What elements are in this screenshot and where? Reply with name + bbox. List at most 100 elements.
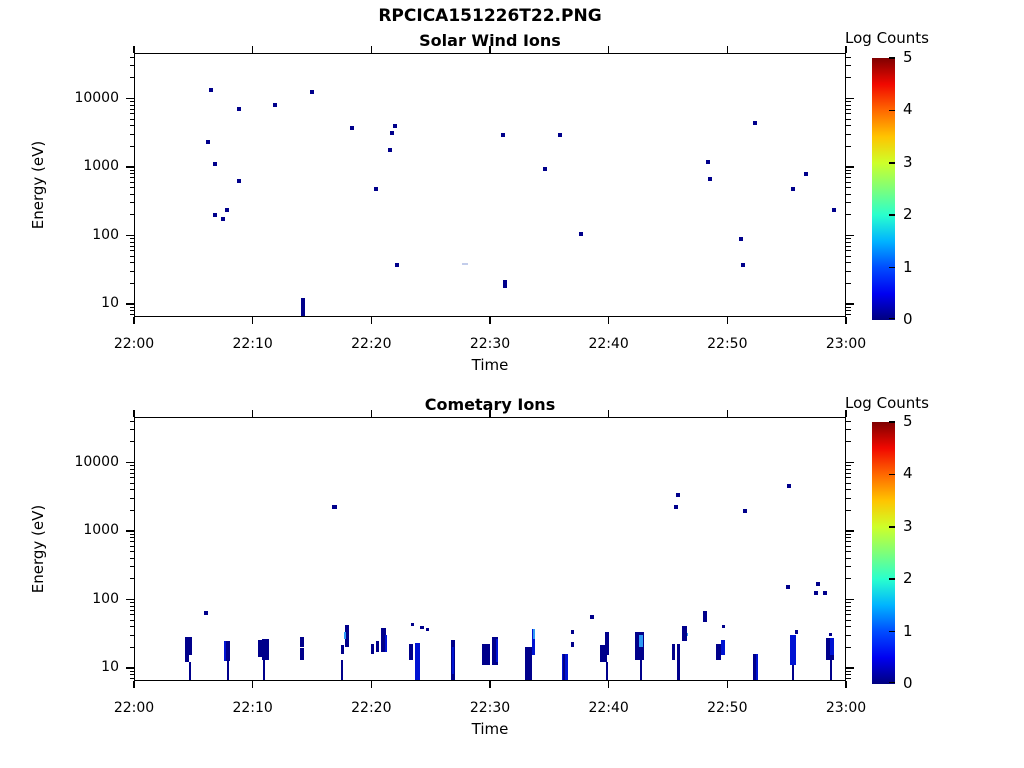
y-minor-tick <box>846 310 851 312</box>
y-minor-tick <box>846 65 851 67</box>
y-minor-tick <box>129 177 134 179</box>
y-minor-tick <box>129 241 134 243</box>
data-bar <box>481 644 490 665</box>
y-tick <box>126 598 134 601</box>
y-minor-tick <box>129 477 134 479</box>
y-tick <box>846 97 854 100</box>
data-point <box>220 217 225 222</box>
y-tick <box>846 598 854 601</box>
y-minor-tick <box>846 482 851 484</box>
data-point <box>673 505 678 510</box>
colorbar-tick <box>889 266 895 269</box>
y-tick <box>126 234 134 237</box>
y-minor-tick <box>129 674 134 676</box>
data-point <box>741 263 746 268</box>
data-bar <box>409 644 414 660</box>
y-minor-tick <box>846 566 851 568</box>
x-tick <box>370 681 373 688</box>
y-minor-tick <box>846 557 851 559</box>
y-minor-tick <box>129 187 134 189</box>
y-minor-tick <box>846 634 851 636</box>
data-point <box>425 627 429 631</box>
y-minor-tick <box>129 678 134 680</box>
data-point <box>676 493 681 498</box>
data-bar <box>716 644 722 660</box>
y-minor-tick <box>129 133 134 135</box>
data-point <box>310 90 315 95</box>
data-point <box>390 130 395 135</box>
data-bar <box>531 629 535 656</box>
y-minor-tick <box>846 619 851 621</box>
data-bar <box>671 644 675 660</box>
x-axis-label-top: Time <box>471 356 509 374</box>
cometary-plot-area <box>134 417 846 681</box>
y-minor-tick <box>129 310 134 312</box>
y-axis-label-top: Energy (eV) <box>29 140 47 230</box>
x-tick-label: 22:40 <box>588 700 629 716</box>
data-point <box>831 207 836 212</box>
y-minor-tick <box>129 614 134 616</box>
y-minor-tick <box>129 56 134 58</box>
y-minor-tick <box>129 619 134 621</box>
y-minor-tick <box>846 104 851 106</box>
data-point <box>461 262 468 265</box>
y-minor-tick <box>846 497 851 499</box>
data-bar <box>562 653 569 680</box>
y-minor-tick <box>846 314 851 316</box>
y-minor-tick <box>846 238 851 240</box>
y-minor-tick <box>846 214 851 216</box>
y-minor-tick <box>129 497 134 499</box>
x-tick-label: 22:00 <box>113 336 155 352</box>
y-minor-tick <box>129 262 134 264</box>
data-point <box>795 629 799 634</box>
data-point <box>571 641 575 647</box>
y-minor-tick <box>129 193 134 195</box>
y-minor-tick <box>846 626 851 628</box>
colorbar-tick <box>889 214 895 216</box>
data-bar <box>599 645 607 663</box>
data-bar <box>345 624 350 647</box>
y-minor-tick <box>129 181 134 183</box>
y-minor-tick <box>846 545 851 547</box>
y-minor-tick <box>846 125 851 127</box>
data-bar <box>640 659 643 680</box>
y-minor-tick <box>846 605 851 607</box>
y-minor-tick <box>129 282 134 284</box>
colorbar-tick <box>889 162 895 164</box>
data-point <box>208 88 213 93</box>
data-point <box>589 614 594 619</box>
y-tick-label: 100 <box>92 226 119 243</box>
x-tick <box>845 317 847 324</box>
x-tick-label: 23:00 <box>825 336 867 352</box>
colorbar-tick <box>889 630 895 633</box>
data-point <box>237 107 242 112</box>
colorbar-tick <box>889 578 895 580</box>
data-bar <box>703 611 708 623</box>
data-bar <box>562 653 565 680</box>
y-minor-tick <box>846 602 851 604</box>
panel-title-cometary-ions: Cometary Ions <box>424 395 556 414</box>
x-tick-label: 22:50 <box>707 336 748 352</box>
data-bar <box>263 659 266 680</box>
colorbar-tick <box>889 57 895 59</box>
y-minor-tick <box>846 270 851 272</box>
y-minor-tick <box>129 489 134 491</box>
y-minor-tick <box>129 634 134 636</box>
data-bar <box>452 646 455 675</box>
x-tick <box>251 46 254 53</box>
data-bar <box>300 648 304 660</box>
y-minor-tick <box>846 118 851 120</box>
data-bar <box>300 636 304 647</box>
y-minor-tick <box>846 441 851 443</box>
y-tick-label: 1000 <box>83 522 119 538</box>
y-axis-label-bottom: Energy (eV) <box>29 504 47 594</box>
data-point <box>373 186 378 191</box>
data-point <box>272 103 277 107</box>
y-minor-tick <box>129 113 134 115</box>
y-tick <box>126 667 134 669</box>
data-bar <box>185 655 190 663</box>
x-tick <box>607 317 610 324</box>
colorbar-tick-label: 3 <box>903 516 913 535</box>
data-bar <box>638 634 643 647</box>
data-bar <box>830 659 833 680</box>
